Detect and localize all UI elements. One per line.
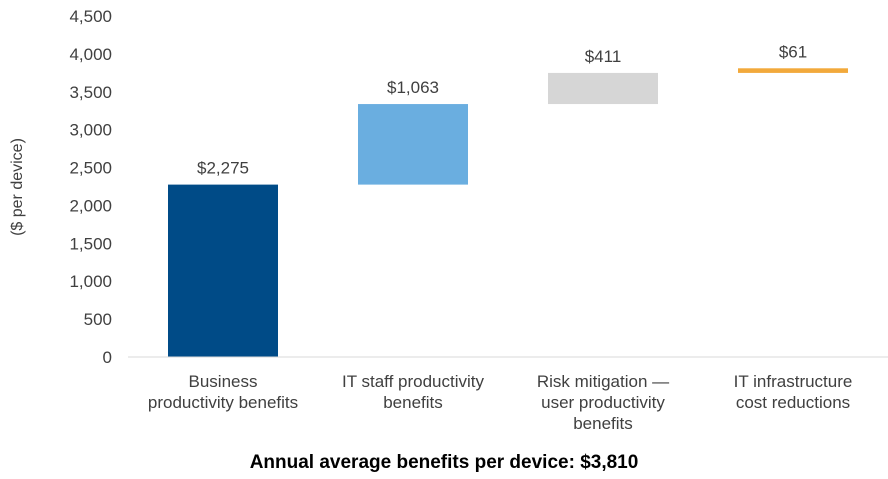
- data-label: $411: [585, 47, 622, 66]
- y-tick-label: 3,000: [69, 121, 112, 140]
- y-tick-label: 4,000: [69, 45, 112, 64]
- category-label: IT staff productivity benefits: [342, 372, 485, 412]
- bars: [168, 68, 848, 357]
- y-tick-label: 4,500: [69, 7, 112, 26]
- category-label: Risk mitigation — user productivity benefi…: [537, 372, 669, 433]
- y-tick-label: 500: [84, 310, 112, 329]
- data-label: $1,063: [387, 78, 439, 97]
- bar: [168, 184, 278, 357]
- data-label: $2,275: [197, 159, 249, 178]
- y-axis: 0 500 1,000 1,500 2,000 2,500 3,000 3,500 4,000 4…: [69, 7, 112, 367]
- y-tick-label: 0: [103, 348, 112, 367]
- bar: [548, 72, 658, 105]
- bar: [358, 104, 468, 185]
- category-labels: Business productivity benefits IT staff pr…: [148, 372, 852, 433]
- category-label: IT infrastructure cost reductions: [734, 372, 853, 412]
- y-tick-label: 3,500: [69, 83, 112, 102]
- category-label: Business productivity benefits: [148, 372, 298, 412]
- data-label: $61: [779, 42, 807, 61]
- y-tick-label: 1,000: [69, 272, 112, 291]
- y-axis-label: ($ per device): [9, 138, 26, 236]
- data-labels: $2,275 $1,063 $411 $61: [197, 42, 807, 177]
- y-tick-label: 2,500: [69, 159, 112, 178]
- bar: [738, 68, 848, 73]
- y-tick-label: 2,000: [69, 196, 112, 215]
- y-tick-label: 1,500: [69, 234, 112, 253]
- chart-caption: Annual average benefits per device: $3,8…: [249, 452, 639, 473]
